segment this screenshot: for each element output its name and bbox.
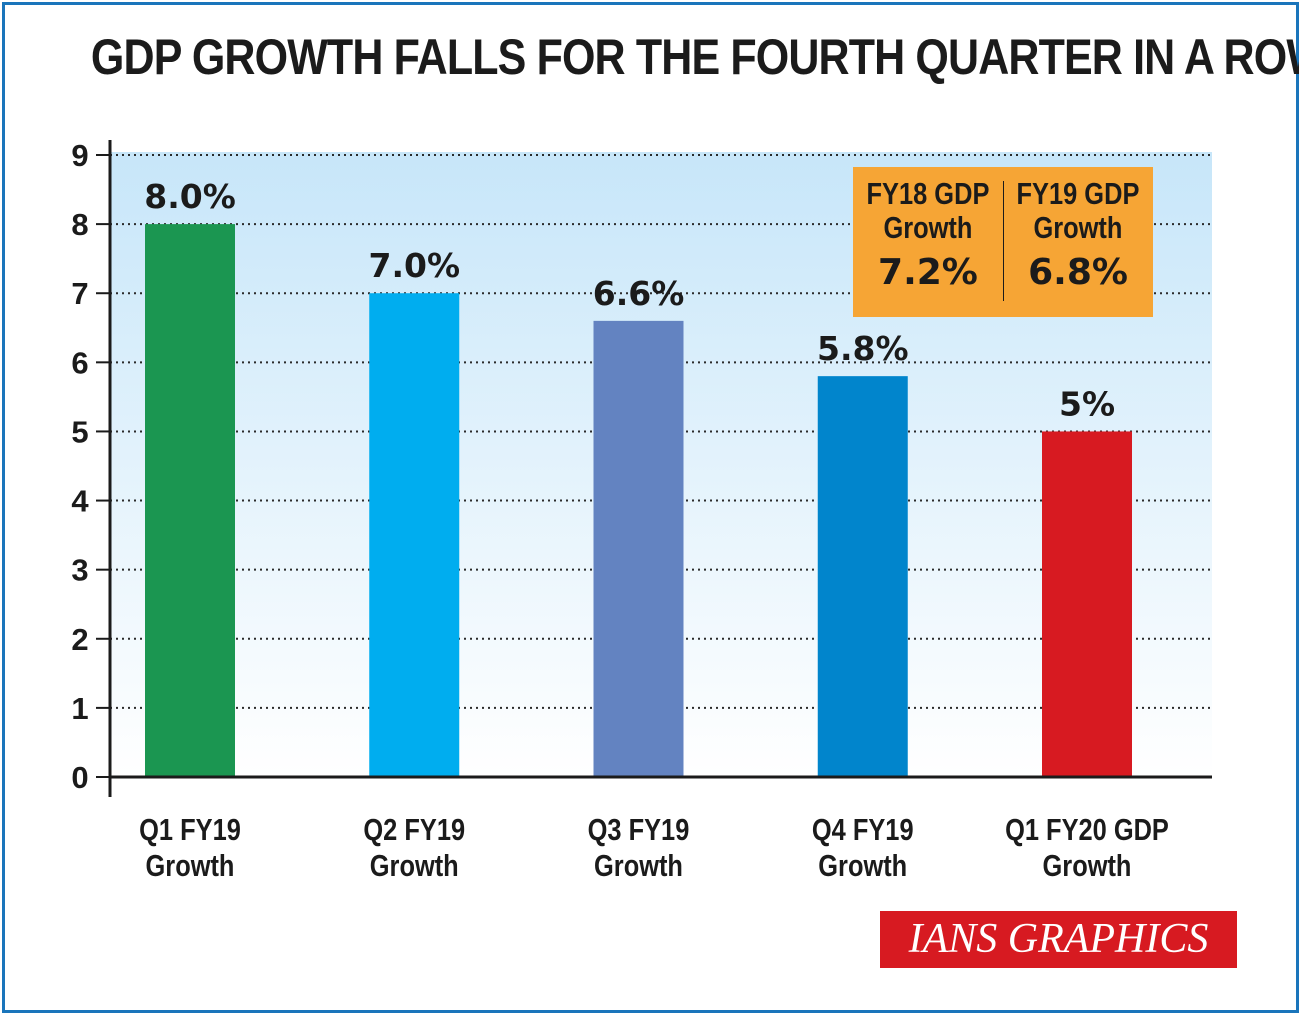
x-tick-label-5-line-1: Q1 FY20 GDP xyxy=(1005,813,1169,848)
y-tick-label-5: 5 xyxy=(71,414,88,449)
fy18-heading-line1: FY18 GDP xyxy=(866,176,990,211)
x-tick-label-3-line-2: Growth xyxy=(594,849,683,884)
bar-2 xyxy=(369,293,460,777)
bar-value-label-4: 5.8% xyxy=(817,329,909,368)
y-tick-label-8: 8 xyxy=(71,207,88,242)
chart-title: GDP GROWTH FALLS FOR THE FOURTH QUARTER … xyxy=(90,29,1299,85)
bar-value-label-3: 6.6% xyxy=(593,274,685,313)
x-tick-label-2-line-2: Growth xyxy=(370,849,459,884)
bar-value-label-1: 8.0% xyxy=(144,177,236,216)
fy18-callout: FY18 GDP Growth 7.2% xyxy=(853,167,1003,317)
fy19-heading-line1: FY19 GDP xyxy=(1016,176,1140,211)
fy18-value: 7.2% xyxy=(878,252,978,293)
y-tick-label-6: 6 xyxy=(71,345,88,380)
y-tick-label-2: 2 xyxy=(71,622,88,657)
y-tick-label-1: 1 xyxy=(71,691,88,726)
y-tick-label-9: 9 xyxy=(71,138,88,173)
y-tick-label-3: 3 xyxy=(71,553,88,588)
fy18-heading-line2: Growth xyxy=(883,210,973,245)
x-tick-label-4-line-1: Q4 FY19 xyxy=(812,813,914,848)
bar-5 xyxy=(1042,431,1132,777)
x-tick-label-2: Q2 FY19 Growth xyxy=(363,813,465,884)
annual-growth-callout: FY18 GDP Growth 7.2% FY19 GDP Growth 6.8… xyxy=(853,167,1153,317)
y-tick-label-7: 7 xyxy=(71,276,88,311)
fy19-value: 6.8% xyxy=(1028,252,1128,293)
axes xyxy=(96,140,1212,797)
y-tick-label-0: 0 xyxy=(71,760,88,795)
bar-3 xyxy=(593,320,684,777)
y-tick-label-4: 4 xyxy=(71,484,89,519)
x-tick-label-5: Q1 FY20 GDP Growth xyxy=(1005,813,1169,884)
bar-4 xyxy=(817,376,908,777)
bar-value-label-2: 7.0% xyxy=(368,246,460,285)
x-tick-label-4: Q4 FY19 Growth xyxy=(812,813,914,884)
x-tick-label-4-line-2: Growth xyxy=(818,849,907,884)
x-tick-label-1: Q1 FY19 Growth xyxy=(139,813,241,884)
x-tick-label-5-line-2: Growth xyxy=(1043,849,1132,884)
x-tick-label-2-line-1: Q2 FY19 xyxy=(363,813,465,848)
bars xyxy=(145,224,1132,778)
x-tick-label-3: Q3 FY19 Growth xyxy=(588,813,690,884)
x-tick-label-3-line-1: Q3 FY19 xyxy=(588,813,690,848)
x-tick-label-1-line-2: Growth xyxy=(146,849,235,884)
bar-value-label-5: 5% xyxy=(1059,384,1115,423)
source-badge: IANS GRAPHICS xyxy=(880,911,1237,968)
bar-1 xyxy=(145,224,235,778)
fy19-callout: FY19 GDP Growth 6.8% xyxy=(1003,167,1153,317)
fy19-heading-line2: Growth xyxy=(1033,210,1123,245)
x-tick-label-1-line-1: Q1 FY19 xyxy=(139,813,241,848)
